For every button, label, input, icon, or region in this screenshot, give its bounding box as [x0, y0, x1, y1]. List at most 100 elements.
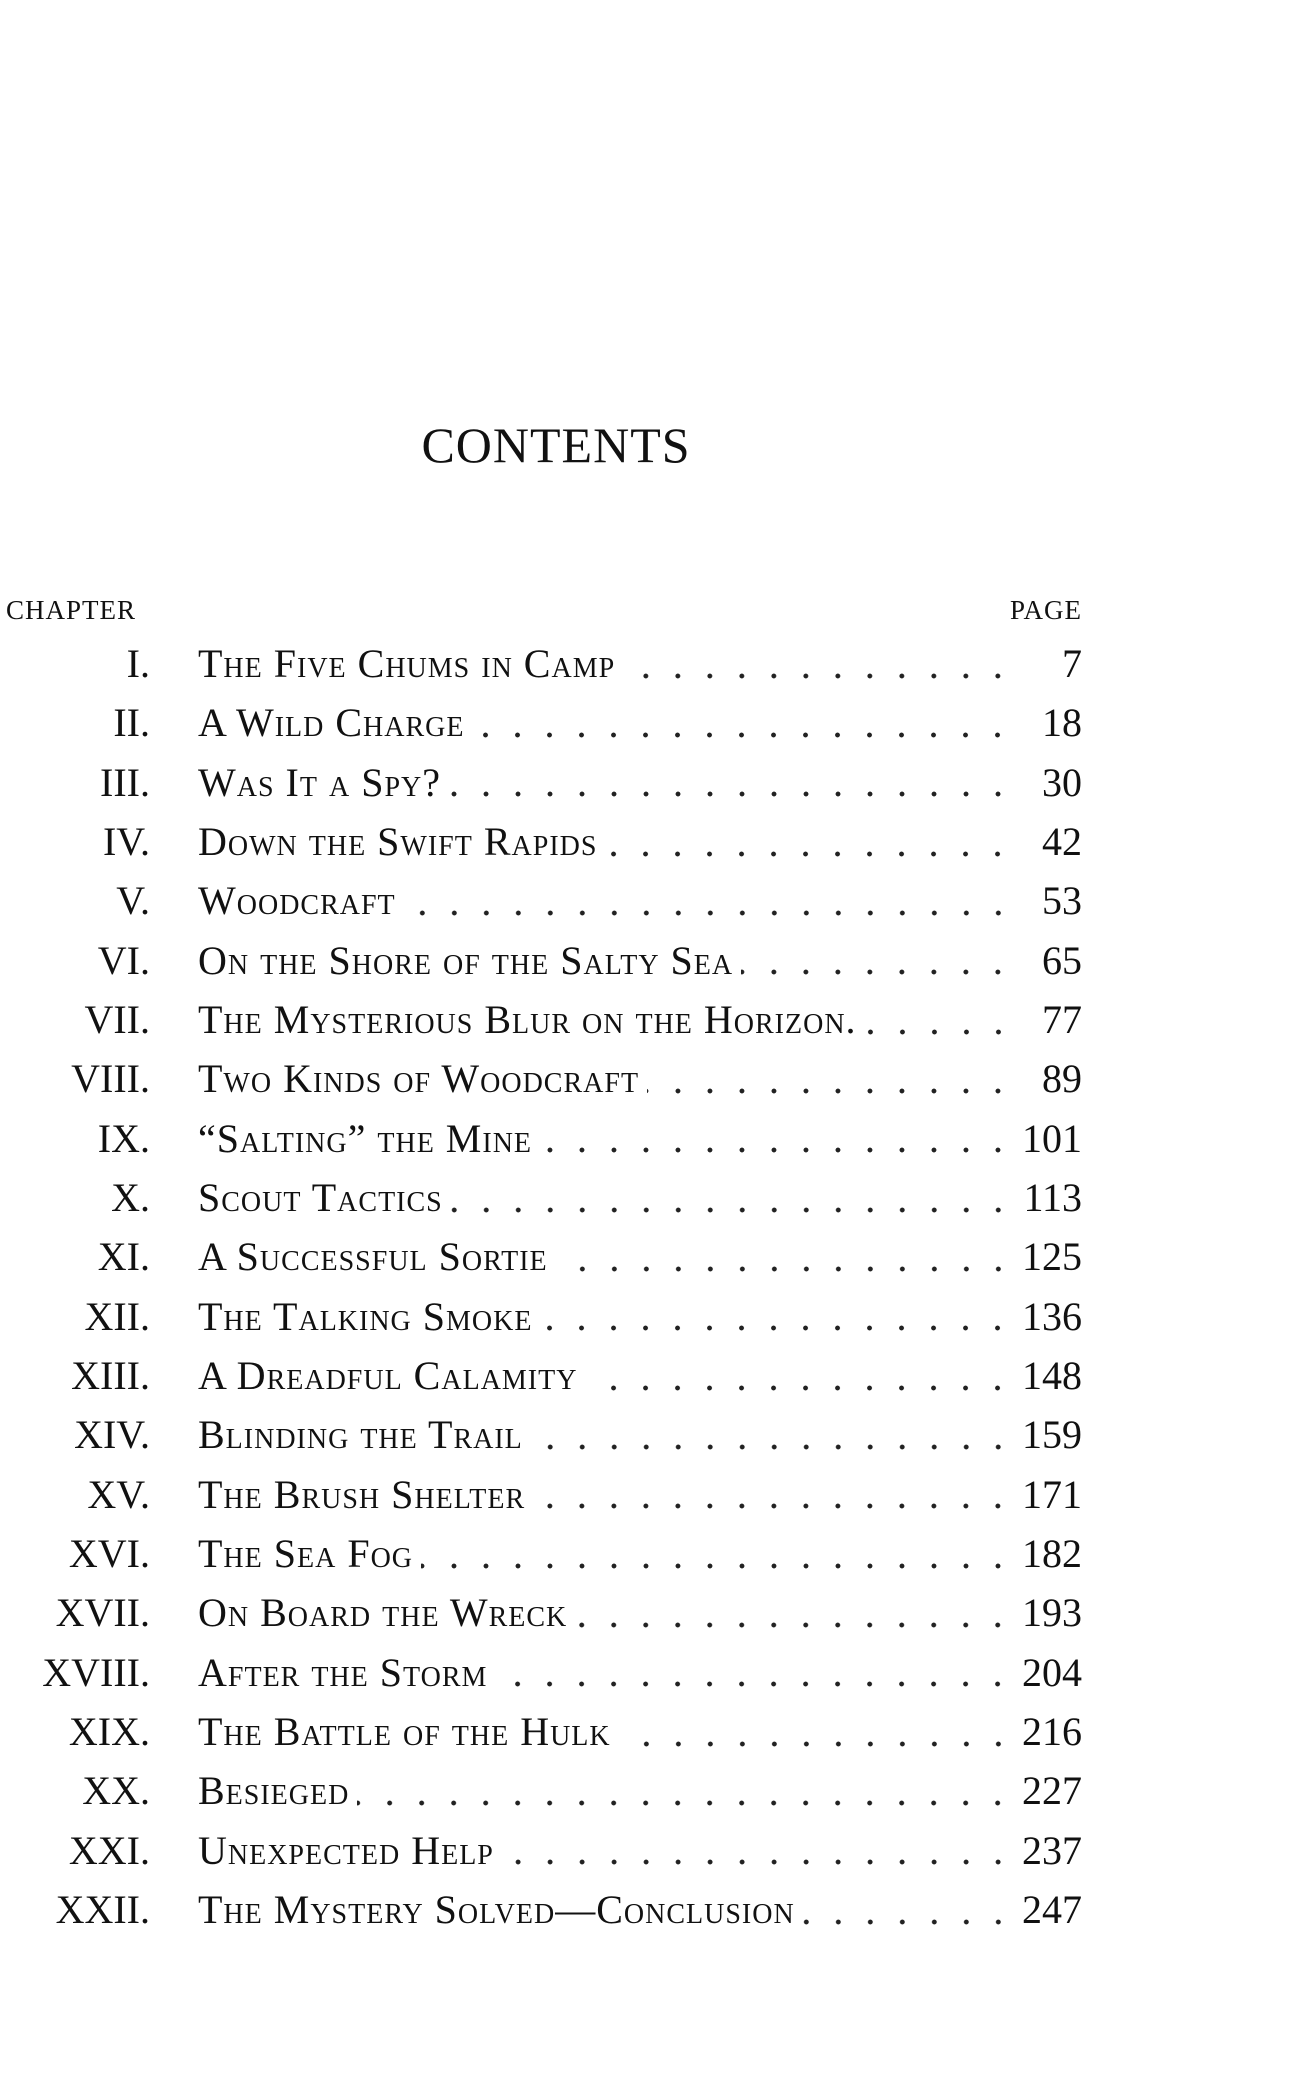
- dot-leader: [647, 1085, 1014, 1096]
- chapter-number: XVIII.: [42, 1649, 150, 1695]
- chapter-line: Blinding the Trail 159: [198, 1405, 1082, 1464]
- chapter-line: The Sea Fog 182: [198, 1524, 1082, 1583]
- chapter-number: XVI.: [68, 1530, 150, 1576]
- chapter-line: The Brush Shelter 171: [198, 1465, 1082, 1524]
- chapter-line: Besieged 227: [198, 1761, 1082, 1820]
- chapter-title: Down the Swift Rapids: [198, 818, 598, 864]
- chapter-number: VII.: [84, 996, 150, 1042]
- page-number: 65: [1042, 937, 1082, 983]
- dot-leader: [421, 1560, 1014, 1571]
- contents-entry: I. The Five Chums in Camp 7: [0, 634, 1090, 693]
- contents-entry: VIII. Two Kinds of Woodcraft 89: [0, 1049, 1090, 1108]
- chapter-title: Was It a Spy?: [198, 759, 441, 805]
- page-number: 227: [1022, 1768, 1082, 1814]
- chapter-number: IV.: [102, 818, 150, 864]
- chapter-number: XXII.: [55, 1886, 150, 1932]
- contents-entry: XXII. The Mystery Solved—Conclusion 247: [0, 1880, 1090, 1939]
- page-number: 247: [1022, 1886, 1082, 1932]
- dot-leader: [530, 1441, 1014, 1452]
- chapter-title: The Talking Smoke: [198, 1293, 533, 1339]
- chapter-line: Two Kinds of Woodcraft 89: [198, 1049, 1082, 1108]
- dot-leader: [605, 848, 1014, 859]
- chapter-title: On the Shore of the Salty Sea: [198, 937, 734, 983]
- contents-entry: XV. The Brush Shelter 171: [0, 1465, 1090, 1524]
- chapter-title: A Successful Sortie: [198, 1234, 548, 1280]
- chapter-line: The Five Chums in Camp 7: [198, 634, 1082, 693]
- chapter-line: The Talking Smoke 136: [198, 1287, 1082, 1346]
- page-number: 216: [1022, 1708, 1082, 1754]
- page-number: 136: [1022, 1293, 1082, 1339]
- contents-entry: XI. A Successful Sortie 125: [0, 1227, 1090, 1286]
- chapter-title: The Mysterious Blur on the Horizon.: [198, 996, 857, 1042]
- dot-leader: [540, 1323, 1014, 1334]
- contents-entry: XXI. Unexpected Help 237: [0, 1821, 1090, 1880]
- contents-entry: XIX. The Battle of the Hulk 216: [0, 1702, 1090, 1761]
- page-number: 30: [1042, 759, 1082, 805]
- chapter-title: A Wild Charge: [198, 700, 465, 746]
- chapter-title: Woodcraft: [198, 878, 396, 924]
- chapter-title: “Salting” the Mine: [198, 1115, 533, 1161]
- contents-entry: II. A Wild Charge 18: [0, 693, 1090, 752]
- page-number: 7: [1062, 641, 1082, 686]
- chapter-line: After the Storm 204: [198, 1643, 1082, 1702]
- chapter-title: Blinding the Trail: [198, 1412, 523, 1458]
- chapter-number: XXI.: [68, 1827, 150, 1873]
- chapter-number: VIII.: [71, 1056, 150, 1102]
- page-number: 101: [1022, 1115, 1082, 1161]
- chapter-line: A Dreadful Calamity 148: [198, 1346, 1082, 1405]
- page-column-header: PAGE: [1009, 595, 1082, 625]
- dot-leader: [623, 670, 1014, 681]
- chapter-line: The Battle of the Hulk 216: [198, 1702, 1082, 1761]
- chapter-number: VI.: [97, 937, 150, 983]
- chapter-number: XII.: [84, 1293, 150, 1339]
- page-title: CONTENTS: [421, 417, 691, 473]
- chapter-number: I.: [126, 641, 150, 686]
- chapter-title: The Five Chums in Camp: [198, 641, 616, 686]
- chapter-number: XI.: [97, 1234, 150, 1280]
- chapter-number: IX.: [97, 1115, 150, 1161]
- chapter-number: XX.: [82, 1768, 150, 1814]
- chapter-number: II.: [113, 700, 150, 746]
- dot-leader: [741, 967, 1014, 978]
- chapter-line: Unexpected Help 237: [198, 1821, 1082, 1880]
- page-number: 159: [1022, 1412, 1082, 1458]
- chapter-line: On the Shore of the Salty Sea 65: [198, 931, 1082, 990]
- chapter-line: “Salting” the Mine 101: [198, 1109, 1082, 1168]
- contents-entry: III. Was It a Spy? 30: [0, 753, 1090, 812]
- contents-entry: VII. The Mysterious Blur on the Horizon. 7…: [0, 990, 1090, 1049]
- page-number: 89: [1042, 1056, 1082, 1102]
- page-number: 113: [1023, 1174, 1082, 1220]
- contents-entry: V. Woodcraft 53: [0, 871, 1090, 930]
- contents-entry: XII. The Talking Smoke 136: [0, 1287, 1090, 1346]
- page-number: 182: [1022, 1530, 1082, 1576]
- chapter-number: XIII.: [71, 1352, 150, 1398]
- chapter-title: The Mystery Solved—Conclusion: [198, 1886, 795, 1932]
- chapter-line: A Successful Sortie 125: [198, 1227, 1082, 1286]
- page-number: 18: [1042, 700, 1082, 746]
- chapter-number: XV.: [87, 1471, 150, 1517]
- dot-leader: [448, 789, 1014, 800]
- chapter-title: The Battle of the Hulk: [198, 1708, 611, 1754]
- chapter-column-header: CHAPTER: [6, 595, 137, 625]
- dot-leader: [450, 1204, 1014, 1215]
- dot-leader: [357, 1797, 1014, 1808]
- chapter-number: XIV.: [74, 1412, 150, 1458]
- contents-entry: IX. “Salting” the Mine 101: [0, 1109, 1090, 1168]
- page-number: 204: [1022, 1649, 1082, 1695]
- chapter-line: Down the Swift Rapids 42: [198, 812, 1082, 871]
- chapter-line: On Board the Wreck 193: [198, 1583, 1082, 1642]
- dot-leader: [533, 1501, 1014, 1512]
- page-number: 193: [1022, 1590, 1082, 1636]
- dot-leader: [585, 1382, 1014, 1393]
- contents-entry: X. Scout Tactics 113: [0, 1168, 1090, 1227]
- chapter-title: A Dreadful Calamity: [198, 1352, 578, 1398]
- contents-entry: XX. Besieged 227: [0, 1761, 1090, 1820]
- page-number: 42: [1042, 818, 1082, 864]
- chapter-number: V.: [116, 878, 150, 924]
- page-number: 148: [1022, 1352, 1082, 1398]
- chapter-number: X.: [111, 1174, 150, 1220]
- dot-leader: [555, 1263, 1014, 1274]
- contents-entry: XIV. Blinding the Trail 159: [0, 1405, 1090, 1464]
- contents-entry: XVIII. After the Storm 204: [0, 1643, 1090, 1702]
- dot-leader: [864, 1026, 1014, 1037]
